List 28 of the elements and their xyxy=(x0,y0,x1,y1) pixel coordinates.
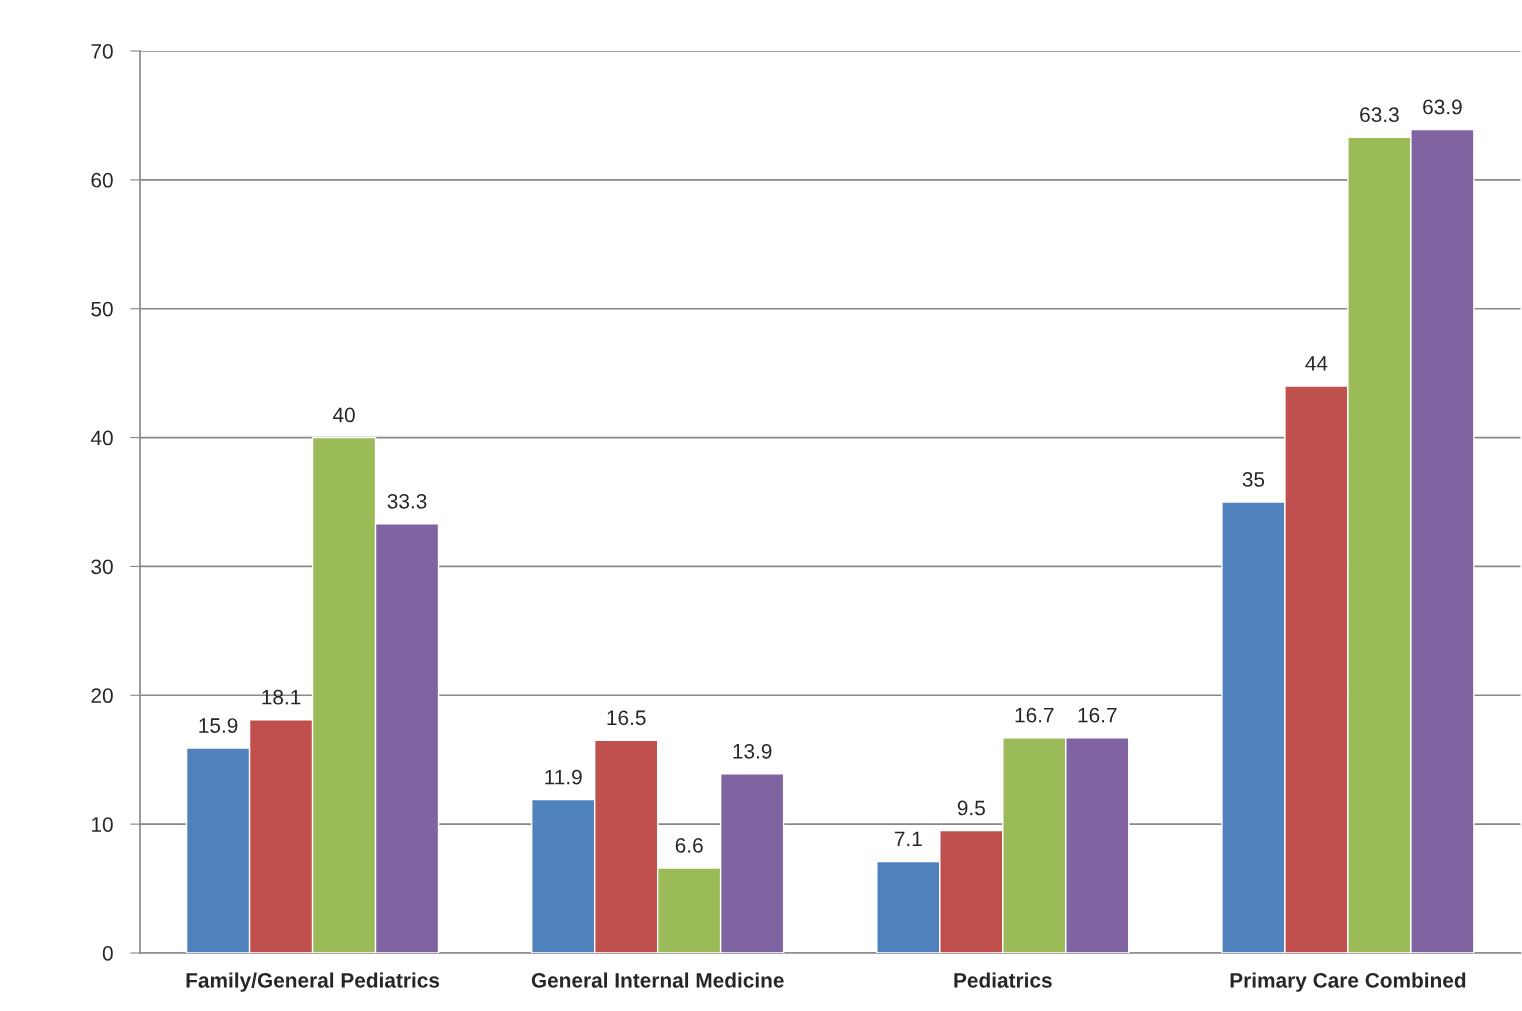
data-label: 6.6 xyxy=(675,837,703,853)
y-tick-label: 10 xyxy=(92,817,113,832)
x-tick-label: Primary Care Combined xyxy=(1230,972,1466,992)
data-label: 11.9 xyxy=(545,769,582,785)
data-label: 16.7 xyxy=(1015,707,1054,723)
data-label: 44 xyxy=(1305,356,1328,371)
y-tick-label: 30 xyxy=(91,559,113,575)
data-label: 33.3 xyxy=(387,493,427,509)
data-label: 7.1 xyxy=(894,831,922,847)
data-label: 35 xyxy=(1242,472,1265,487)
data-label: 16.7 xyxy=(1078,707,1117,723)
y-tick-label: 50 xyxy=(91,301,113,317)
data-label: 63.9 xyxy=(1423,99,1462,115)
data-label: 40 xyxy=(332,407,355,423)
y-tick-label: 0 xyxy=(102,946,113,961)
data-label: 9.5 xyxy=(957,800,985,816)
y-tick-label: 70 xyxy=(91,44,113,59)
data-label: 13.9 xyxy=(733,743,772,759)
y-tick-label: 40 xyxy=(90,430,113,446)
data-label: 63.3 xyxy=(1360,107,1399,123)
y-tick-label: 60 xyxy=(91,172,113,188)
data-label: 15.9 xyxy=(199,718,238,733)
data-label: 16.5 xyxy=(607,710,646,726)
x-tick-label: Family/General Pediatrics xyxy=(186,972,440,992)
data-label: 18.1 xyxy=(262,689,301,705)
x-tick-label: General Internal Medicine xyxy=(531,972,784,988)
y-tick-label: 20 xyxy=(91,688,113,704)
x-tick-label: Pediatrics xyxy=(954,972,1052,988)
